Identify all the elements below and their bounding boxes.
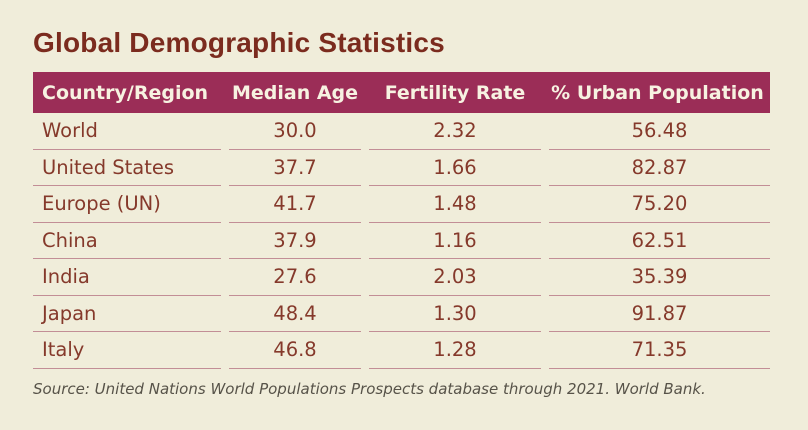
cell-urban-population: 82.87 bbox=[549, 150, 770, 186]
cell-urban-population: 62.51 bbox=[549, 223, 770, 259]
column-header-fertility-rate: Fertility Rate bbox=[384, 81, 526, 104]
cell-country: Europe (UN) bbox=[33, 186, 221, 223]
cell-country: Italy bbox=[33, 332, 221, 369]
table-row-india: India 27.6 2.03 35.39 bbox=[33, 259, 770, 296]
cell-median-age: 41.7 bbox=[229, 186, 361, 223]
cell-urban-population: 35.39 bbox=[549, 259, 770, 296]
cell-median-age: 37.7 bbox=[229, 150, 361, 186]
table-header-row: Country/Region Median Age Fertility Rate… bbox=[33, 72, 770, 113]
cell-fertility-rate: 1.30 bbox=[369, 296, 541, 332]
cell-urban-population: 91.87 bbox=[549, 296, 770, 332]
cell-median-age: 46.8 bbox=[229, 332, 361, 369]
cell-country: World bbox=[33, 113, 221, 150]
cell-country: China bbox=[33, 223, 221, 259]
table-row-europe-un: Europe (UN) 41.7 1.48 75.20 bbox=[33, 186, 770, 223]
table-row-japan: Japan 48.4 1.30 91.87 bbox=[33, 296, 770, 332]
table-row-united-states: United States 37.7 1.66 82.87 bbox=[33, 150, 770, 186]
table-row-italy: Italy 46.8 1.28 71.35 bbox=[33, 332, 770, 369]
table-row-china: China 37.9 1.16 62.51 bbox=[33, 223, 770, 259]
cell-country: India bbox=[33, 259, 221, 296]
page-title: Global Demographic Statistics bbox=[33, 27, 445, 58]
cell-median-age: 27.6 bbox=[229, 259, 361, 296]
cell-fertility-rate: 2.03 bbox=[369, 259, 541, 296]
table-row-world: World 30.0 2.32 56.48 bbox=[33, 113, 770, 150]
cell-country: United States bbox=[33, 150, 221, 186]
cell-fertility-rate: 2.32 bbox=[369, 113, 541, 150]
column-header-country-region: Country/Region bbox=[42, 81, 209, 104]
cell-country: Japan bbox=[33, 296, 221, 332]
cell-fertility-rate: 1.28 bbox=[369, 332, 541, 369]
cell-median-age: 37.9 bbox=[229, 223, 361, 259]
cell-urban-population: 71.35 bbox=[549, 332, 770, 369]
cell-median-age: 48.4 bbox=[229, 296, 361, 332]
cell-urban-population: 75.20 bbox=[549, 186, 770, 223]
column-header-median-age: Median Age bbox=[231, 81, 359, 104]
source-note: Source: United Nations World Populations… bbox=[33, 380, 706, 398]
column-header-urban-population: % Urban Population bbox=[551, 81, 764, 104]
cell-fertility-rate: 1.66 bbox=[369, 150, 541, 186]
cell-fertility-rate: 1.48 bbox=[369, 186, 541, 223]
cell-median-age: 30.0 bbox=[229, 113, 361, 150]
cell-urban-population: 56.48 bbox=[549, 113, 770, 150]
demographics-table: Country/Region Median Age Fertility Rate… bbox=[33, 72, 770, 369]
cell-fertility-rate: 1.16 bbox=[369, 223, 541, 259]
